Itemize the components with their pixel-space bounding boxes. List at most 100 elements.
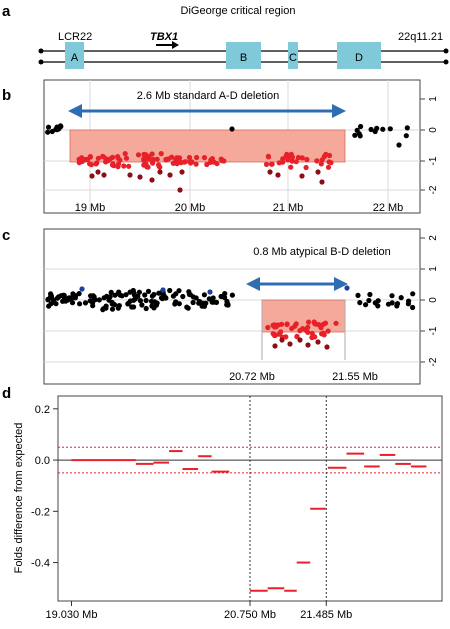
data-point bbox=[46, 303, 52, 309]
data-point bbox=[87, 298, 93, 304]
panel-b-ytick: -2 bbox=[428, 185, 439, 194]
data-point bbox=[273, 324, 279, 330]
data-point bbox=[222, 291, 228, 297]
data-point bbox=[193, 295, 199, 301]
data-point bbox=[194, 154, 200, 161]
data-point bbox=[179, 169, 185, 175]
panel-b-xtick: 22 Mb bbox=[373, 202, 404, 214]
data-point bbox=[101, 172, 107, 178]
data-point bbox=[188, 160, 194, 166]
data-point bbox=[374, 125, 380, 131]
data-point bbox=[368, 126, 374, 133]
tbx1-arrow bbox=[156, 41, 179, 49]
data-point bbox=[201, 155, 208, 161]
data-point bbox=[280, 159, 286, 165]
data-point bbox=[367, 291, 373, 298]
data-point bbox=[265, 154, 272, 160]
data-point bbox=[303, 164, 309, 171]
data-point bbox=[136, 289, 142, 295]
panel-c-xtick: 20.72 Mb bbox=[229, 371, 275, 383]
data-point bbox=[209, 299, 215, 305]
data-point bbox=[109, 154, 116, 160]
lcr-block-c: C bbox=[288, 42, 298, 69]
data-point bbox=[79, 286, 85, 292]
panel-d-xtick: 20.750 Mb bbox=[224, 609, 276, 621]
data-point bbox=[103, 159, 109, 165]
data-point bbox=[306, 319, 312, 325]
panel-d-ytick: -0.2 bbox=[31, 506, 50, 518]
data-point bbox=[169, 154, 175, 160]
data-point bbox=[325, 328, 331, 334]
data-point bbox=[267, 169, 273, 175]
data-point bbox=[314, 158, 320, 164]
lcr22-label: LCR22 bbox=[58, 31, 92, 43]
panel-b-annotation: 2.6 Mb standard A-D deletion bbox=[137, 90, 279, 102]
data-point bbox=[126, 163, 132, 169]
data-point bbox=[398, 295, 404, 301]
panel-d-segments bbox=[71, 450, 427, 592]
data-point bbox=[53, 301, 59, 307]
panel-c-frame bbox=[43, 228, 421, 385]
data-point bbox=[276, 331, 282, 337]
data-point bbox=[380, 126, 386, 132]
panel-c-ytick: 2 bbox=[428, 235, 439, 241]
data-point bbox=[319, 157, 325, 163]
data-point bbox=[190, 299, 196, 306]
panel-c-annotation: 0.8 Mb atypical B-D deletion bbox=[253, 246, 391, 258]
data-point bbox=[410, 304, 416, 311]
data-point bbox=[163, 295, 169, 301]
chromosome-band-label: 22q11.21 bbox=[398, 31, 443, 43]
data-point bbox=[95, 155, 101, 161]
data-point bbox=[229, 292, 235, 298]
panel-c-gridlines bbox=[44, 268, 420, 363]
data-point bbox=[289, 325, 295, 332]
data-point bbox=[153, 302, 159, 308]
data-point bbox=[141, 156, 147, 162]
data-point bbox=[385, 301, 392, 307]
panel-label-d: d bbox=[2, 385, 11, 402]
data-point bbox=[45, 129, 51, 135]
data-point bbox=[132, 296, 138, 302]
data-point bbox=[93, 161, 99, 167]
data-point bbox=[387, 126, 393, 132]
data-point bbox=[123, 155, 130, 161]
data-point bbox=[115, 164, 121, 170]
data-point bbox=[150, 156, 156, 163]
data-point bbox=[410, 291, 416, 297]
panel-c-ytick: 0 bbox=[428, 297, 439, 303]
data-point bbox=[176, 155, 183, 161]
data-point bbox=[275, 172, 281, 178]
data-point bbox=[49, 128, 55, 135]
panel-d-ytick: 0.2 bbox=[35, 404, 50, 416]
data-point bbox=[315, 339, 321, 345]
data-point bbox=[284, 321, 290, 328]
data-point bbox=[122, 151, 128, 157]
data-point bbox=[357, 300, 363, 306]
data-point bbox=[293, 321, 299, 327]
data-point bbox=[141, 151, 147, 157]
data-point bbox=[87, 154, 93, 160]
data-point bbox=[213, 299, 220, 305]
data-point bbox=[173, 299, 179, 305]
data-point bbox=[201, 303, 207, 309]
data-point bbox=[324, 344, 330, 350]
data-point bbox=[325, 164, 332, 170]
data-point bbox=[283, 334, 289, 340]
data-point bbox=[389, 293, 395, 299]
data-point bbox=[309, 330, 315, 336]
data-point bbox=[149, 151, 155, 157]
panel-b-xtick: 19 Mb bbox=[75, 202, 106, 214]
data-point bbox=[180, 293, 186, 300]
data-point bbox=[154, 156, 160, 162]
data-point bbox=[305, 324, 311, 330]
data-point bbox=[304, 156, 310, 163]
data-point bbox=[167, 172, 173, 178]
data-point bbox=[394, 301, 401, 307]
data-point bbox=[45, 124, 52, 130]
data-point bbox=[293, 159, 299, 165]
data-point bbox=[322, 320, 329, 326]
panel-d-ytick: -0.4 bbox=[31, 558, 50, 570]
data-point bbox=[193, 161, 199, 167]
data-point bbox=[137, 174, 143, 180]
data-point bbox=[89, 173, 95, 179]
